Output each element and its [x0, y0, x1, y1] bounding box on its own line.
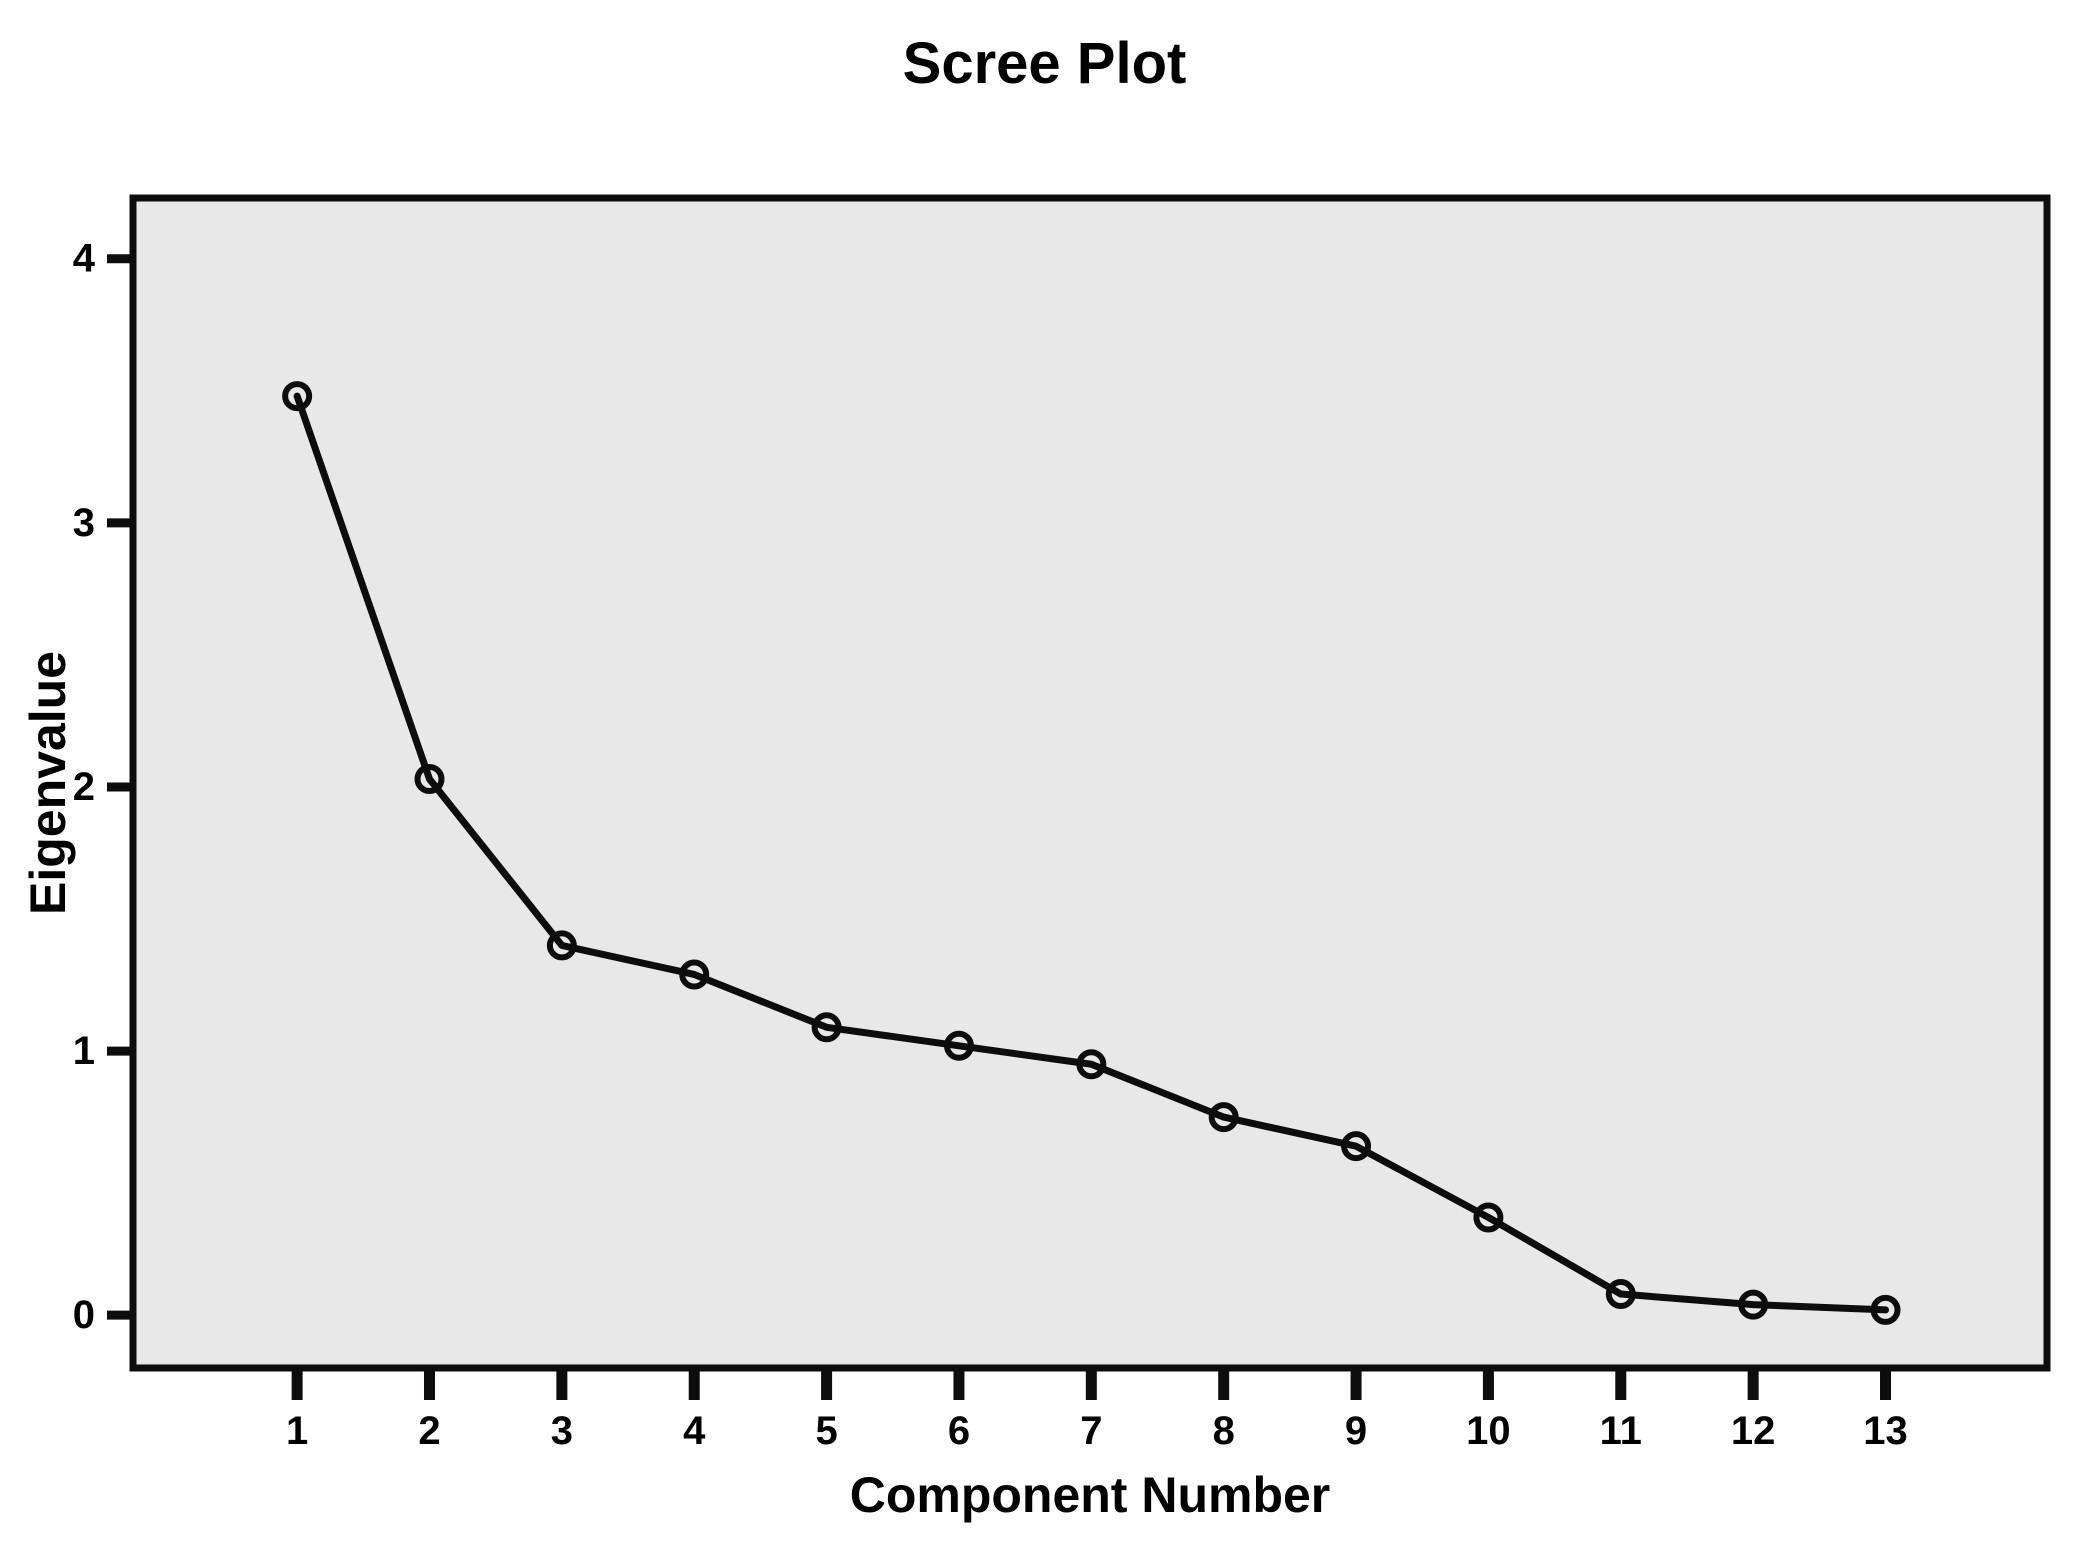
- y-tick-label: 4: [73, 237, 96, 281]
- data-point-marker: [1076, 1049, 1107, 1080]
- x-axis-label: Component Number: [849, 1467, 1331, 1523]
- data-point-marker: [1870, 1294, 1901, 1325]
- x-tick-label: 9: [1345, 1409, 1367, 1453]
- x-tick-label: 2: [418, 1409, 440, 1453]
- x-tick-label: 7: [1080, 1409, 1102, 1453]
- data-point-marker: [1738, 1289, 1769, 1320]
- data-point-marker: [1341, 1131, 1372, 1162]
- x-tick-label: 11: [1600, 1409, 1642, 1453]
- x-tick-label: 5: [815, 1409, 837, 1453]
- x-tick-label: 10: [1466, 1409, 1511, 1453]
- data-point-marker: [679, 959, 710, 990]
- data-point-marker: [943, 1030, 974, 1061]
- x-tick-label: 1: [286, 1409, 308, 1453]
- y-tick-label: 0: [73, 1293, 95, 1337]
- data-line: [293, 392, 1890, 1314]
- x-tick-label: 8: [1213, 1409, 1235, 1453]
- data-point-marker: [546, 930, 577, 961]
- y-tick-label: 1: [73, 1029, 95, 1073]
- x-tick-label: 3: [551, 1409, 573, 1453]
- plot-background: [129, 194, 2051, 1372]
- x-tick-label: 12: [1731, 1409, 1776, 1453]
- x-tick-label: 13: [1863, 1409, 1908, 1453]
- data-point-marker: [1208, 1102, 1239, 1133]
- y-tick-label: 3: [73, 501, 95, 545]
- chart-title: Scree Plot: [902, 31, 1187, 96]
- data-point-marker: [1473, 1202, 1504, 1233]
- data-point-marker: [811, 1012, 842, 1043]
- y-tick-label: 2: [73, 765, 95, 809]
- data-point-marker: [282, 381, 313, 412]
- x-tick-label: 6: [948, 1409, 970, 1453]
- data-point-marker: [1605, 1279, 1636, 1310]
- data-point-marker: [414, 764, 445, 795]
- x-tick-label: 4: [683, 1409, 706, 1453]
